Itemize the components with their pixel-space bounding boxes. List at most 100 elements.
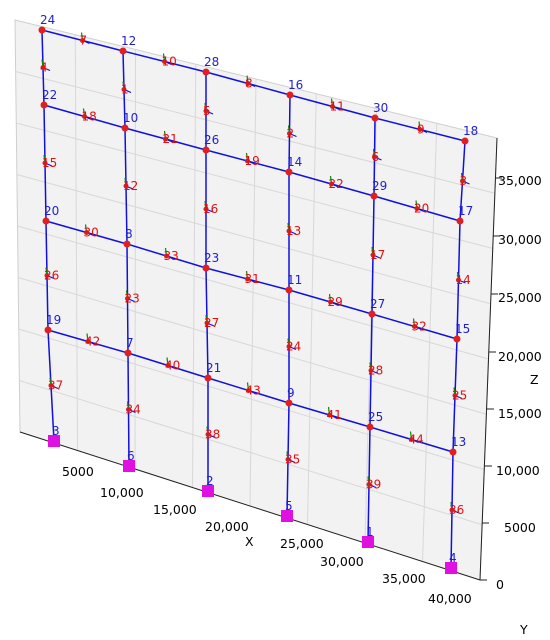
node xyxy=(285,168,293,176)
node-label: 19 xyxy=(46,313,61,327)
member-mid xyxy=(126,407,131,412)
member-mid xyxy=(162,59,167,64)
z-tick-label: 15,000 xyxy=(498,406,542,421)
member-mid xyxy=(370,252,376,258)
node-label: 4 xyxy=(449,551,457,565)
node-label: 23 xyxy=(204,251,219,265)
member-mid xyxy=(164,253,169,259)
x-axis-label: X xyxy=(245,534,254,549)
z-axis-label: Z xyxy=(530,372,539,387)
node-label: 12 xyxy=(121,34,136,48)
element-label: 29 xyxy=(328,295,343,309)
support xyxy=(48,435,60,447)
support xyxy=(202,485,214,497)
node-label: 6 xyxy=(127,449,135,463)
member-mid xyxy=(456,277,461,283)
member-mid xyxy=(84,230,89,235)
node-label: 29 xyxy=(372,179,387,193)
member-mid xyxy=(368,368,374,373)
node-label: 5 xyxy=(285,499,293,513)
element-label: 34 xyxy=(126,403,141,417)
member-mid xyxy=(417,127,423,132)
element-label: 27 xyxy=(204,316,219,330)
member-mid xyxy=(85,339,91,344)
member-mid xyxy=(121,87,127,92)
member-mid xyxy=(203,206,209,212)
member-mid xyxy=(245,158,250,164)
element-label: 17 xyxy=(370,248,385,262)
node xyxy=(370,192,378,200)
grid-line xyxy=(16,174,491,305)
z-tick-label: 10,000 xyxy=(496,463,540,478)
node-label: 2 xyxy=(206,474,214,488)
element-label: 38 xyxy=(205,428,220,442)
member-mid xyxy=(82,114,87,119)
element-label: 28 xyxy=(368,364,383,378)
element-label: 12 xyxy=(123,179,138,193)
member-mid xyxy=(449,507,455,513)
element-label: 5 xyxy=(203,104,211,118)
y-axis-label: Y xyxy=(519,622,528,637)
grid-line xyxy=(16,122,493,249)
element-label: 36 xyxy=(449,503,464,517)
element-label: 4 xyxy=(40,61,48,75)
node xyxy=(202,68,210,76)
node xyxy=(366,423,374,431)
node xyxy=(123,240,131,248)
node xyxy=(119,47,127,55)
member-mid xyxy=(44,273,50,278)
element-label: 19 xyxy=(245,154,260,168)
member-mid xyxy=(414,206,420,211)
grid-line xyxy=(17,277,487,415)
member-mid xyxy=(366,482,372,487)
node xyxy=(371,114,379,122)
member-mid xyxy=(205,432,211,437)
x-tick-label: 35,000 xyxy=(382,571,426,586)
element-label: 31 xyxy=(245,272,260,286)
node-label: 27 xyxy=(370,297,385,311)
element-label: 30 xyxy=(84,226,99,240)
element-label: 21 xyxy=(163,132,178,146)
node xyxy=(44,326,52,334)
element-label: 11 xyxy=(330,100,345,114)
node xyxy=(285,286,293,294)
element-label: 2 xyxy=(287,127,295,141)
node xyxy=(285,399,293,407)
member-mid xyxy=(287,131,292,136)
member-mid xyxy=(286,228,292,234)
member-mid xyxy=(42,160,48,166)
element-label: 44 xyxy=(409,433,424,447)
member-mid xyxy=(165,363,171,368)
element-label: 40 xyxy=(165,359,180,373)
z-tick-label: 20,000 xyxy=(498,349,542,364)
x-axis-line xyxy=(19,431,481,581)
node-label: 24 xyxy=(40,13,55,27)
member-mid xyxy=(409,437,414,442)
node-label: 9 xyxy=(287,386,295,400)
node-label: 30 xyxy=(373,101,388,115)
node xyxy=(38,26,46,34)
node xyxy=(124,349,132,357)
node-label: 14 xyxy=(287,155,302,169)
node xyxy=(456,217,464,225)
element-label: 1 xyxy=(121,83,129,97)
node-label: 22 xyxy=(42,88,57,102)
element-label: 41 xyxy=(327,408,342,422)
element-label: 42 xyxy=(85,335,100,349)
member-mid xyxy=(372,154,377,160)
node-label: 17 xyxy=(458,204,473,218)
member-mid xyxy=(452,393,458,398)
z-axis-line xyxy=(479,137,498,581)
member-mid xyxy=(125,296,130,301)
member-mid xyxy=(327,412,332,418)
element-label: 20 xyxy=(414,202,429,216)
element-label: 23 xyxy=(125,292,140,306)
element-label: 7 xyxy=(80,34,88,48)
node-label: 20 xyxy=(44,204,59,218)
member-mid xyxy=(245,81,251,86)
node xyxy=(449,448,457,456)
z-tick-label: 35,000 xyxy=(498,173,542,188)
node-label: 28 xyxy=(204,55,219,69)
node-label: 3 xyxy=(52,424,60,438)
